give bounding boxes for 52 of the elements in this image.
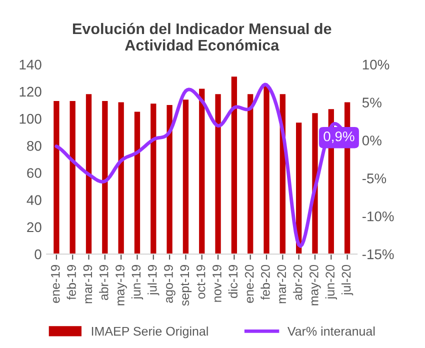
bar — [182, 100, 189, 254]
x-tick-label: oct-19 — [196, 265, 206, 299]
bar — [102, 100, 108, 254]
bar — [118, 102, 124, 254]
bar — [54, 100, 60, 254]
y-tick-label: 20 — [27, 222, 42, 232]
bar — [231, 76, 238, 254]
data-label: 0,9% — [324, 131, 354, 143]
x-tick-label: jul-19 — [148, 265, 160, 296]
bar — [134, 112, 140, 254]
y-tick-label: 120 — [20, 86, 42, 97]
x-tick-label: mar-19 — [83, 265, 92, 304]
x-tick-label: jun-20 — [325, 264, 337, 300]
y2-tick-label: 5% — [362, 98, 382, 108]
legend-label: IMAEP Serie Original — [92, 326, 208, 338]
x-tick-label: ago-19 — [164, 265, 176, 303]
y-tick-label: 40 — [26, 195, 42, 206]
bar — [150, 104, 156, 254]
y-tick-label: 60 — [27, 168, 42, 178]
x-tick-label: jun-19 — [131, 265, 144, 300]
y2-tick-label: -15% — [362, 249, 394, 260]
y2-tick-label: 10% — [362, 60, 390, 70]
x-tick-label: may-19 — [116, 265, 127, 306]
x-tick-label: jul-20 — [341, 264, 354, 296]
x-tick-label: feb-19 — [66, 265, 76, 300]
bar — [86, 94, 92, 254]
x-tick-label: nov-19 — [212, 265, 222, 302]
y2-tick-label: -10% — [362, 211, 394, 222]
x-tick-label: ene-20 — [244, 264, 254, 303]
bar — [215, 94, 221, 254]
x-tick-label: abr-20 — [293, 264, 302, 300]
x-tick-label: ene-19 — [50, 265, 60, 303]
y2-tick-label: -5% — [362, 174, 386, 184]
y-tick-label: 100 — [20, 114, 42, 124]
x-tick-label: dic-19 — [228, 265, 238, 298]
x-tick-label: abr-19 — [99, 265, 108, 300]
x-tick-label: sept-19 — [180, 265, 192, 306]
y2-tick-label: 0% — [362, 136, 382, 146]
bar — [296, 122, 302, 254]
bar — [199, 88, 205, 254]
x-tick-label: may-20 — [309, 264, 321, 306]
bar — [264, 86, 270, 254]
legend-label: Var% interanual — [287, 326, 375, 336]
bar — [70, 100, 76, 254]
y-tick-label: 80 — [27, 140, 42, 151]
bar — [248, 94, 254, 254]
bar — [166, 105, 172, 254]
x-tick-label: feb-20 — [260, 264, 270, 300]
x-tick-label: mar-20 — [277, 264, 286, 304]
y-tick-label: 140 — [20, 60, 42, 70]
chart-title: Evolución del Indicador Mensual de Actividad Económica — [73, 22, 332, 51]
y-tick-label: 0 — [34, 249, 42, 260]
